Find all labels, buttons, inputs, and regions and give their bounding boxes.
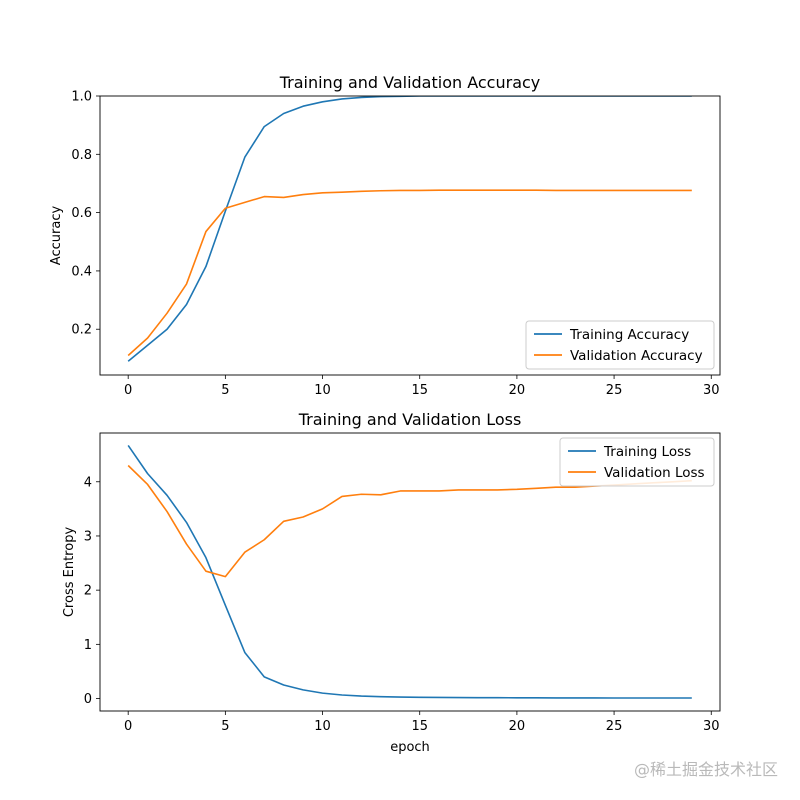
series-line-training-loss [127, 445, 692, 699]
legend-box [559, 437, 715, 487]
x-tick-label: 5 [221, 383, 229, 398]
x-tick-label: 0 [124, 719, 132, 734]
x-tick-label: 25 [606, 719, 623, 734]
subplot-2: 0 5 10 15 20 25 30 0 1 2 3 4 Training and Validation… [62, 410, 721, 755]
x-axis-label: epoch [390, 740, 430, 755]
x-tick-label: 20 [509, 719, 526, 734]
x-tick-label: 5 [221, 719, 229, 734]
x-tick-label: 20 [509, 383, 526, 398]
y-tick-label: 3 [84, 529, 92, 544]
watermark-text: @稀土掘金技术社区 [633, 760, 778, 779]
y-tick-label: 0.6 [71, 206, 92, 221]
x-tick-label: 0 [124, 383, 132, 398]
chart-title: Training and Validation Accuracy [279, 73, 541, 92]
y-tick-label: 1 [84, 638, 92, 653]
x-tick-label: 15 [411, 383, 428, 398]
legend-label: Training Loss [603, 444, 691, 460]
chart-title: Training and Validation Loss [298, 410, 522, 429]
y-tick-label: 4 [84, 475, 92, 490]
legend-label: Validation Loss [604, 465, 705, 481]
legend-box [525, 320, 715, 370]
x-tick-label: 10 [314, 719, 331, 734]
y-axis-label: Cross Entropy [62, 527, 77, 618]
legend: Training Accuracy Validation Accuracy [525, 320, 715, 370]
y-tick-label: 0.4 [71, 264, 92, 279]
y-tick-label: 0.2 [71, 323, 92, 338]
x-tick-label: 15 [411, 719, 428, 734]
axes-frame [99, 95, 721, 376]
legend-label: Training Accuracy [569, 327, 689, 343]
x-tick-label: 25 [606, 383, 623, 398]
legend: Training Loss Validation Loss [559, 437, 715, 487]
y-tick-label: 2 [84, 584, 92, 599]
y-axis-label: Accuracy [49, 206, 64, 266]
x-tick-label: 10 [314, 383, 331, 398]
legend-label: Validation Accuracy [570, 348, 703, 364]
x-tick-label: 30 [703, 719, 720, 734]
subplot-1: 0 5 10 15 20 25 30 0.2 0.4 0.6 0.8 1.0 Training and … [49, 73, 721, 398]
axes-frame [99, 432, 721, 712]
y-tick-label: 0 [84, 692, 92, 707]
y-tick-label: 0.8 [71, 148, 92, 163]
y-tick-label: 1.0 [71, 90, 92, 105]
x-tick-label: 30 [703, 383, 720, 398]
series-line-validation-accuracy [127, 189, 692, 357]
